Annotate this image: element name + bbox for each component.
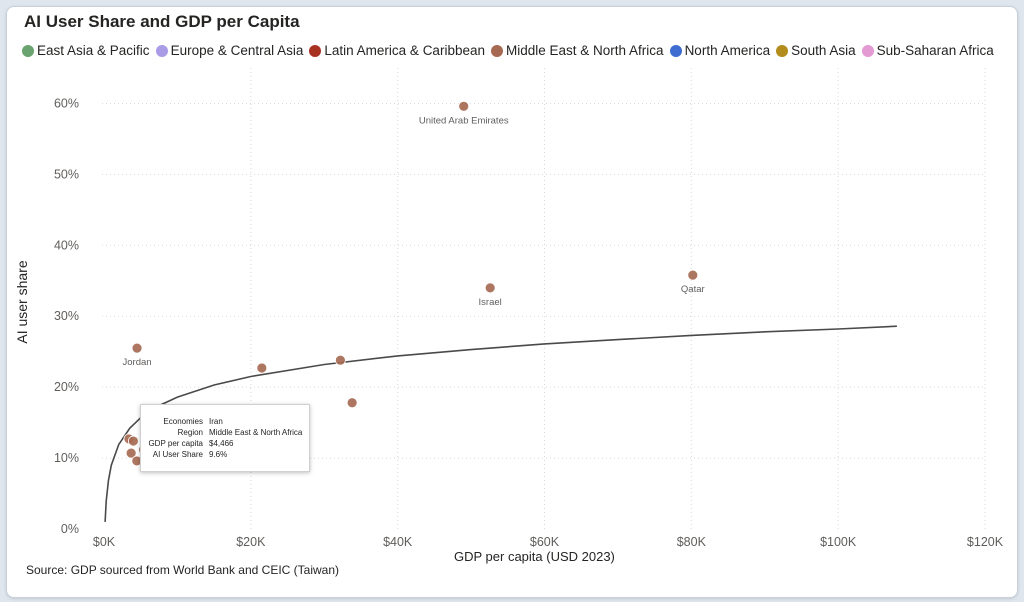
axis-ticks: 0% 10% 20% 30% 40% 50% 60% $0K $20K $40K $60K $80K $… [54,96,1004,549]
tooltip-value: $4,466 [209,439,234,448]
y-tick-label: 20% [54,380,79,394]
legend-item-europe-central-asia[interactable]: Europe & Central Asia [155,43,304,58]
y-tick-label: 30% [54,309,79,323]
x-tick-label: $20K [236,535,266,549]
legend-dot-icon [309,44,322,57]
legend-item-north-america[interactable]: North America [669,43,771,58]
chart-card [6,6,1018,598]
tooltip-row-economies: Economies Iran [141,416,309,427]
legend-dot-icon [155,44,168,57]
x-tick-label: $40K [383,535,413,549]
legend-item-east-asia-pacific[interactable]: East Asia & Pacific [22,43,150,58]
data-point[interactable] [256,362,268,374]
point-label: Jordan [123,357,152,368]
point-label: United Arab Emirates [419,115,509,126]
y-tick-label: 60% [54,96,79,110]
point-tooltip: Economies Iran Region Middle East & Nort… [140,404,310,472]
legend-label: East Asia & Pacific [37,43,150,58]
legend-label: Middle East & North Africa [505,43,664,58]
point-annotations: United Arab Emirates Israel Qatar Jordan [123,115,705,368]
y-axis-label: AI user share [14,260,30,344]
x-tick-label: $80K [677,535,707,549]
data-point[interactable] [484,282,496,294]
tooltip-key: AI User Share [152,450,203,459]
y-tick-label: 10% [54,451,79,465]
tooltip-row-ai-share: AI User Share 9.6% [141,449,309,460]
y-tick-label: 0% [61,522,79,536]
legend-label: North America [684,43,771,58]
legend: East Asia & Pacific Europe & Central Asi… [22,43,1000,58]
chart-title: AI User Share and GDP per Capita [24,12,300,31]
grid [102,68,986,529]
x-tick-label: $100K [820,535,857,549]
x-axis-label: GDP per capita (USD 2023) [454,549,615,564]
x-tick-label: $60K [530,535,560,549]
legend-dot-icon [22,44,34,57]
legend-dot-icon [490,44,503,57]
tooltip-row-gdp: GDP per capita $4,466 [141,438,309,449]
tooltip-value: Iran [209,417,223,426]
legend-item-south-asia[interactable]: South Asia [776,43,856,58]
data-point[interactable] [458,100,470,112]
trend-line [104,325,897,522]
tooltip-value: 9.6% [209,450,228,459]
legend-dot-icon [669,44,682,57]
x-tick-label: $120K [967,535,1004,549]
tooltip-value: Middle East & North Africa [209,428,303,437]
data-point[interactable] [127,435,139,447]
tooltip-key: Economies [163,417,203,426]
x-tick-label: $0K [93,535,116,549]
legend-label: Latin America & Caribbean [324,43,485,58]
legend-item-middle-east-north-africa[interactable]: Middle East & North Africa [490,43,664,58]
data-point[interactable] [687,269,699,281]
data-point[interactable] [125,447,137,459]
legend-label: Sub-Saharan Africa [876,43,994,58]
point-label: Israel [479,297,502,308]
legend-item-latin-america-caribbean[interactable]: Latin America & Caribbean [309,43,485,58]
data-point[interactable] [131,342,143,354]
legend-label: South Asia [791,43,856,58]
data-point[interactable] [346,397,358,409]
legend-dot-icon [861,44,874,57]
source-note: Source: GDP sourced from World Bank and … [26,563,340,577]
tooltip-key: Region [177,428,203,437]
data-point[interactable] [335,354,346,366]
point-label: Qatar [681,284,705,295]
legend-label: Europe & Central Asia [170,43,304,58]
y-tick-label: 40% [54,238,79,252]
legend-item-sub-saharan-africa[interactable]: Sub-Saharan Africa [861,43,994,58]
tooltip-key: GDP per capita [148,439,203,448]
tooltip-row-region: Region Middle East & North Africa [141,427,309,438]
legend-dot-icon [776,44,789,57]
y-tick-label: 50% [54,167,79,181]
